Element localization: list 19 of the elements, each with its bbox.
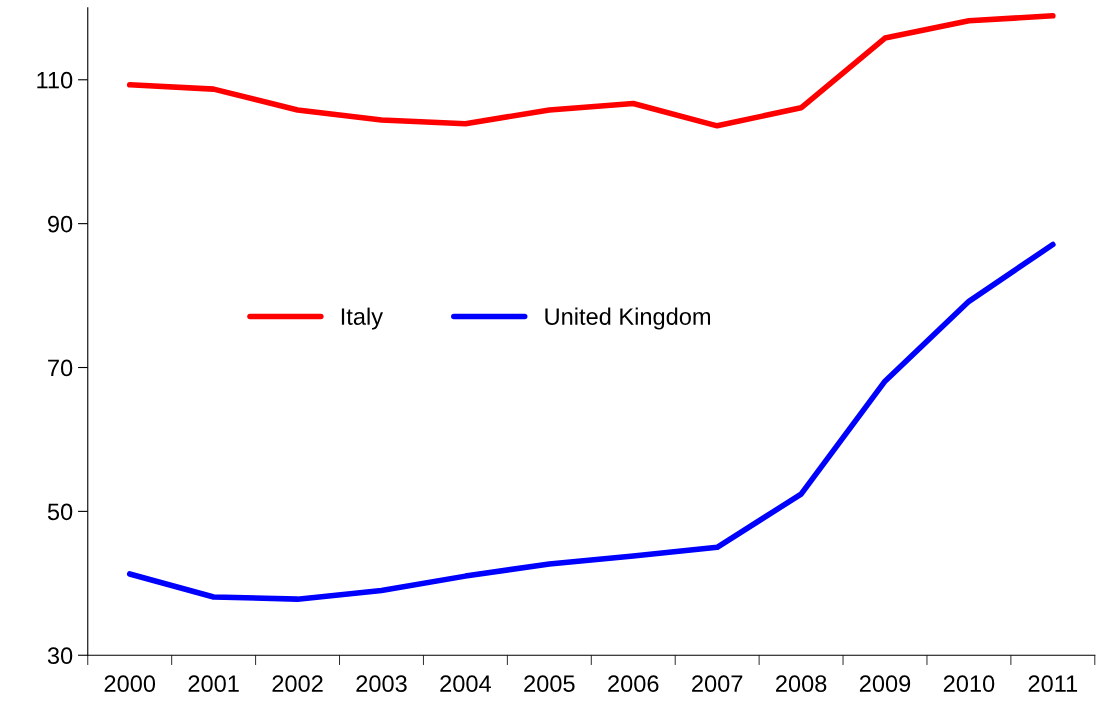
x-tick-label: 2011: [1028, 675, 1078, 693]
y-tick-label: 110: [37, 71, 73, 89]
x-tick-label: 2001: [188, 675, 239, 693]
x-tick-label: 2007: [692, 675, 743, 693]
x-tick-label: 2004: [440, 675, 491, 693]
legend-label: Italy: [341, 307, 383, 330]
x-tick-label: 2009: [859, 675, 911, 693]
x-tick-label: 2002: [272, 675, 323, 693]
y-tick-label: 90: [48, 215, 73, 233]
x-tick-label: 2006: [608, 675, 659, 693]
x-tick-label: 2008: [776, 675, 827, 693]
x-tick-label: 2000: [104, 675, 156, 693]
y-tick-label: 50: [47, 503, 73, 521]
y-tick-label: 30: [47, 647, 73, 665]
y-tick-label: 70: [48, 359, 73, 377]
x-tick-label: 2005: [524, 675, 575, 693]
legend-label: United Kingdom: [545, 307, 711, 330]
x-tick-label: 2010: [943, 675, 995, 693]
x-tick-label: 2003: [356, 675, 407, 693]
